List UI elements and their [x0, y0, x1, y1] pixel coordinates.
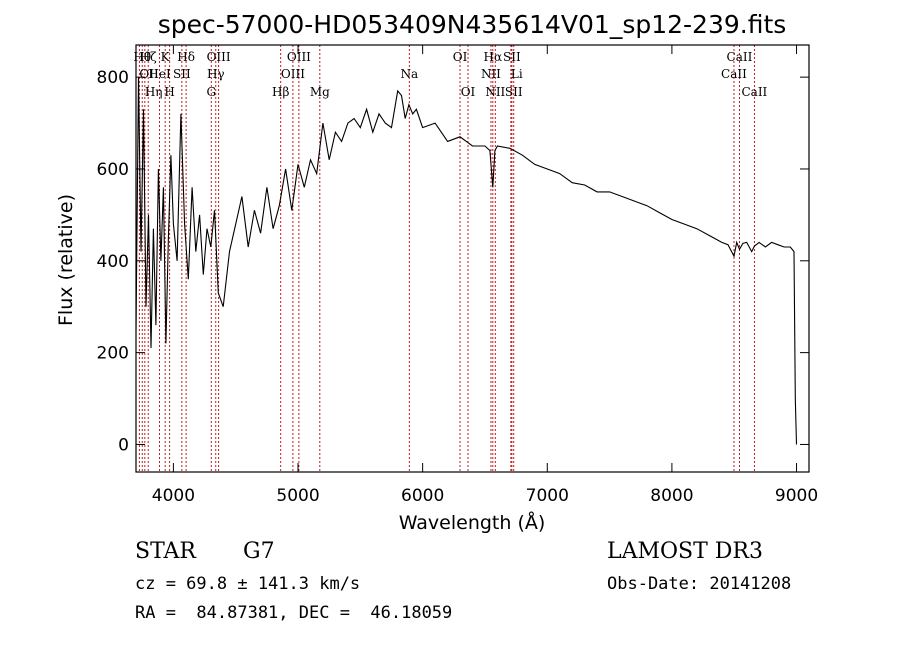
line-label-22: Li — [511, 67, 523, 81]
line-label-4: HeI — [148, 67, 171, 81]
line-label-24: SII — [505, 85, 523, 99]
spectral-line-markers — [138, 45, 755, 472]
y-tick-label-2: 400 — [97, 252, 129, 272]
y-tick-label-0: 0 — [118, 435, 129, 455]
y-axis-ticks: 0 200 400 600 800 — [97, 68, 809, 455]
y-tick-label-3: 600 — [97, 160, 129, 180]
survey-name: LAMOST DR3 — [607, 539, 763, 564]
line-label-12: Hβ — [272, 85, 289, 99]
line-label-11: OIII — [207, 50, 231, 64]
y-tick-label-1: 200 — [97, 344, 129, 364]
line-label-8: Hδ — [177, 50, 195, 64]
plot-frame — [135, 44, 810, 473]
x-tick-label-5: 9000 — [775, 486, 818, 506]
line-label-3: Hζ — [140, 50, 157, 64]
x-axis-ticks: 4000 5000 6000 7000 8000 9000 — [152, 45, 818, 506]
object-class: STAR — [135, 539, 196, 564]
line-label-16: Na — [400, 67, 418, 81]
line-label-6: H — [164, 85, 174, 99]
x-axis-label: Wavelength (Å) — [399, 511, 546, 534]
line-label-9: G — [206, 85, 216, 99]
line-label-20: Hα — [484, 50, 503, 64]
line-label-15: Mg — [310, 85, 330, 99]
x-tick-label-0: 4000 — [152, 486, 195, 506]
line-label-5: K — [161, 50, 171, 64]
x-tick-label-3: 7000 — [526, 486, 569, 506]
line-label-10: Hγ — [207, 67, 225, 81]
y-tick-label-4: 800 — [97, 68, 129, 88]
x-tick-label-2: 6000 — [401, 486, 444, 506]
line-label-26: CaII — [727, 50, 753, 64]
line-label-7: SII — [173, 67, 191, 81]
line-label-27: CaII — [741, 85, 767, 99]
spectral-line-labels: OIIHθHηHζHeIKHSIIHδGHγOIIIHβOIIIOIIIMgNa… — [133, 50, 767, 99]
line-label-18: OI — [461, 85, 476, 99]
line-label-19: NII — [481, 67, 501, 81]
flux-series-line — [135, 77, 798, 445]
x-tick-label-1: 5000 — [276, 486, 319, 506]
x-tick-label-4: 8000 — [650, 486, 693, 506]
y-axis-label: Flux (relative) — [55, 194, 77, 326]
line-label-1: Hθ — [133, 50, 151, 64]
line-label-14: OIII — [287, 50, 311, 64]
redshift-readout: cz = 69.8 ± 141.3 km/s — [135, 574, 361, 594]
line-label-21: NII — [485, 85, 505, 99]
line-label-13: OIII — [281, 67, 305, 81]
object-subclass: G7 — [243, 539, 275, 564]
chart-title: spec-57000-HD053409N435614V01_sp12-239.f… — [158, 10, 787, 39]
line-label-2: Hη — [145, 85, 163, 99]
line-label-23: SII — [503, 50, 521, 64]
observation-date: Obs-Date: 20141208 — [607, 574, 792, 594]
line-label-17: OI — [453, 50, 468, 64]
line-label-25: CaII — [721, 67, 747, 81]
coordinates-readout: RA = 84.87381, DEC = 46.18059 — [135, 603, 453, 623]
